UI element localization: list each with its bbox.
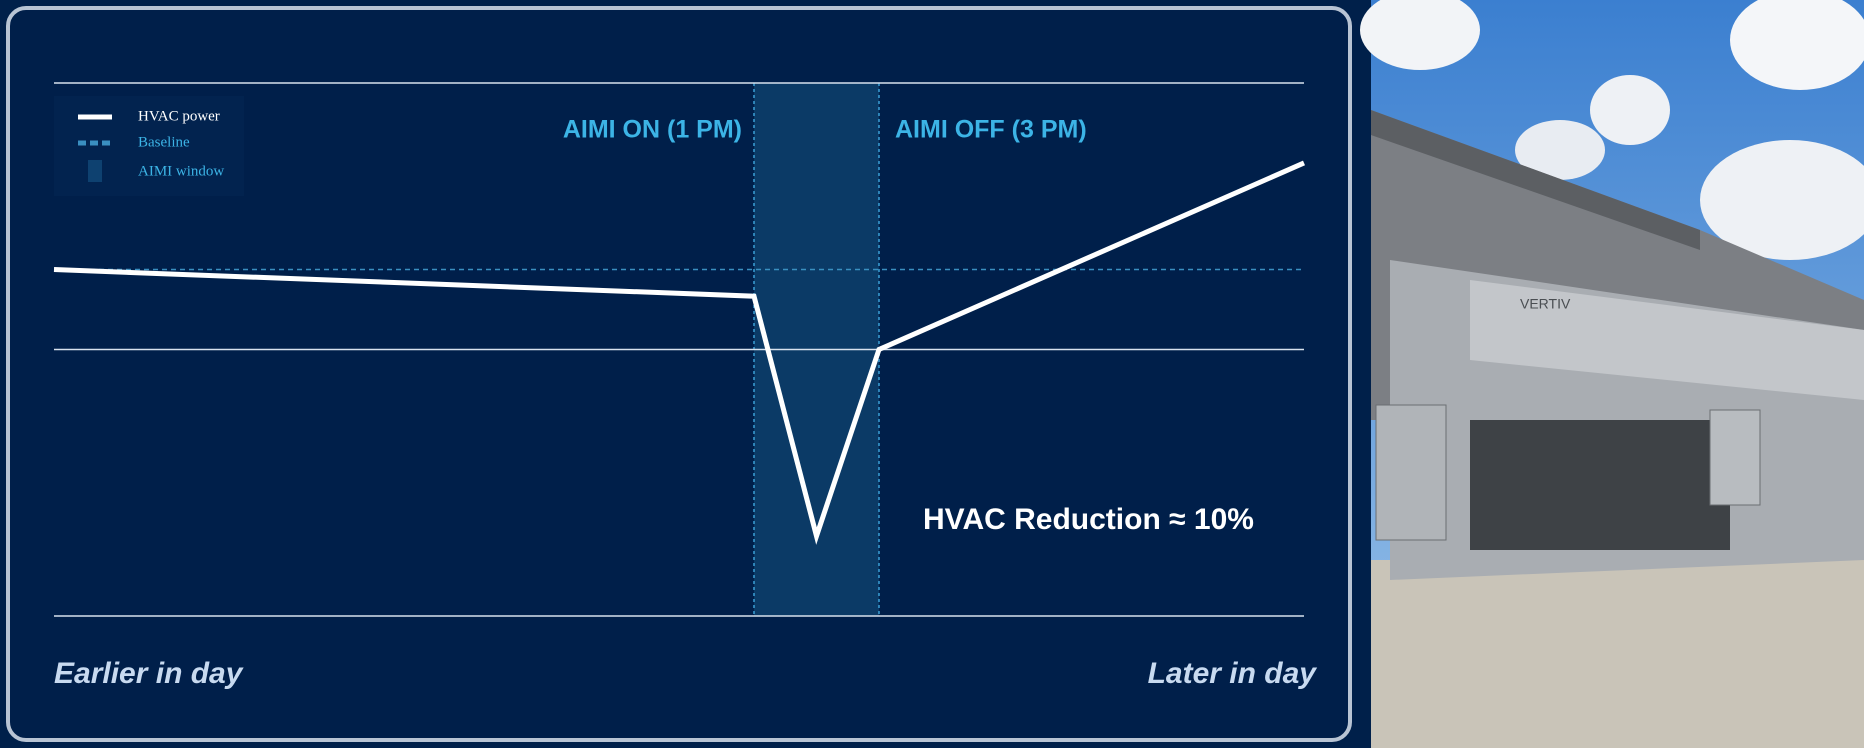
annotation: HVAC Reduction ≈ 10% bbox=[923, 503, 1254, 536]
legend-box bbox=[54, 96, 244, 196]
legend-label: HVAC power bbox=[138, 108, 220, 124]
x-label-start: Earlier in day bbox=[54, 657, 244, 690]
panel bbox=[6, 6, 1352, 742]
hvac-line bbox=[53, 160, 1306, 545]
legend-label: Baseline bbox=[138, 134, 190, 150]
legend-swatch bbox=[88, 160, 102, 182]
svg-text:VERTIV: VERTIV bbox=[1520, 296, 1571, 312]
aimi-off-label: AIMI OFF (3 PM) bbox=[895, 116, 1087, 144]
aimi-on-label: AIMI ON (1 PM) bbox=[563, 116, 742, 144]
legend-label: AIMI window bbox=[138, 163, 224, 179]
x-label-end: Later in day bbox=[1148, 657, 1318, 690]
photo: VERTIV bbox=[1360, 0, 1864, 748]
